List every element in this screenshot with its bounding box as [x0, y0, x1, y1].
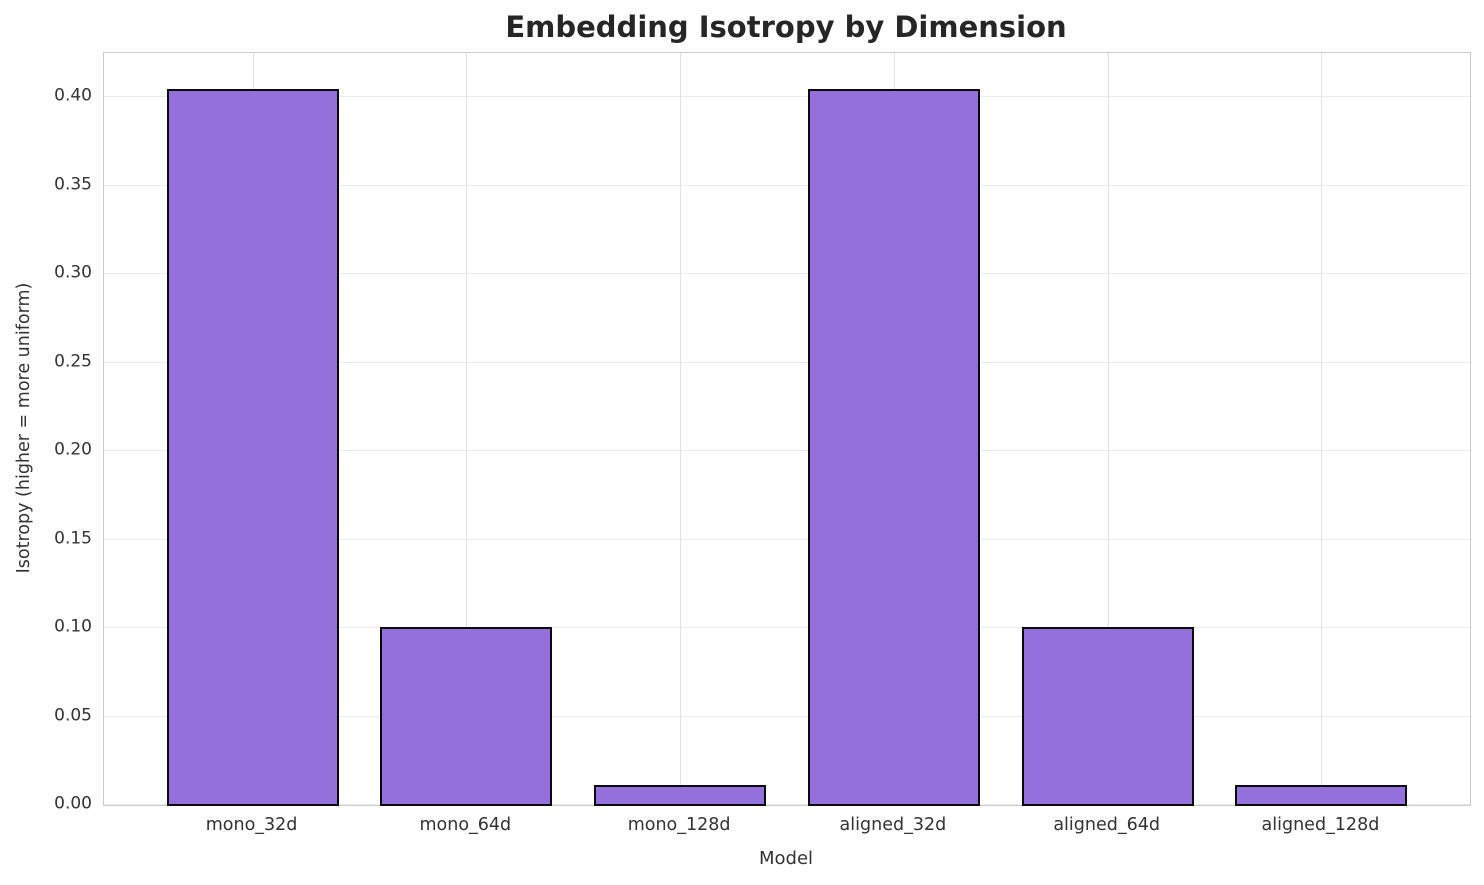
y-tick-label: 0.35: [54, 174, 92, 195]
vertical-gridline: [1321, 53, 1323, 805]
vertical-gridline: [680, 53, 682, 805]
y-tick-label: 0.20: [54, 439, 92, 460]
horizontal-gridline: [104, 96, 1470, 98]
horizontal-gridline: [104, 538, 1470, 540]
vertical-gridline: [466, 53, 468, 805]
y-tick-label: 0.05: [54, 705, 92, 726]
y-tick-label: 0.10: [54, 616, 92, 637]
horizontal-gridline: [104, 715, 1470, 717]
bar-mono_64d: [380, 627, 553, 806]
bar-mono_32d: [166, 89, 339, 806]
bar-aligned_32d: [807, 89, 980, 806]
bar-aligned_128d: [1235, 784, 1408, 806]
chart-title: Embedding Isotropy by Dimension: [505, 10, 1067, 44]
y-tick-label: 0.00: [54, 793, 92, 814]
y-tick-label: 0.30: [54, 262, 92, 283]
x-axis-tick-labels: mono_32d mono_64d mono_128d aligned_32d alig…: [103, 815, 1469, 841]
horizontal-gridline: [104, 184, 1470, 186]
x-tick-label: aligned_128d: [1261, 815, 1380, 835]
y-tick-label: 0.15: [54, 528, 92, 549]
x-tick-label: aligned_64d: [1053, 815, 1160, 835]
horizontal-gridline: [104, 273, 1470, 275]
bar-mono_128d: [594, 784, 767, 806]
x-tick-label: mono_32d: [205, 815, 298, 835]
x-axis-label: Model: [758, 848, 814, 869]
horizontal-gridline: [104, 450, 1470, 452]
x-tick-label: aligned_32d: [839, 815, 947, 835]
horizontal-gridline: [104, 804, 1470, 805]
y-tick-label: 0.25: [54, 351, 92, 372]
horizontal-gridline: [104, 627, 1470, 629]
y-axis-label: Isotropy (higher = more uniform): [14, 282, 34, 574]
x-tick-label: mono_64d: [419, 815, 512, 835]
x-tick-label: mono_128d: [627, 815, 731, 835]
vertical-gridline: [1107, 53, 1109, 805]
plot-area: [103, 52, 1471, 806]
y-tick-label: 0.40: [54, 85, 92, 106]
y-axis-tick-labels: 0.00 0.05 0.10 0.15 0.20 0.25 0.30 0.35 0.40: [0, 52, 92, 812]
horizontal-gridline: [104, 361, 1470, 363]
bar-aligned_64d: [1021, 627, 1194, 806]
